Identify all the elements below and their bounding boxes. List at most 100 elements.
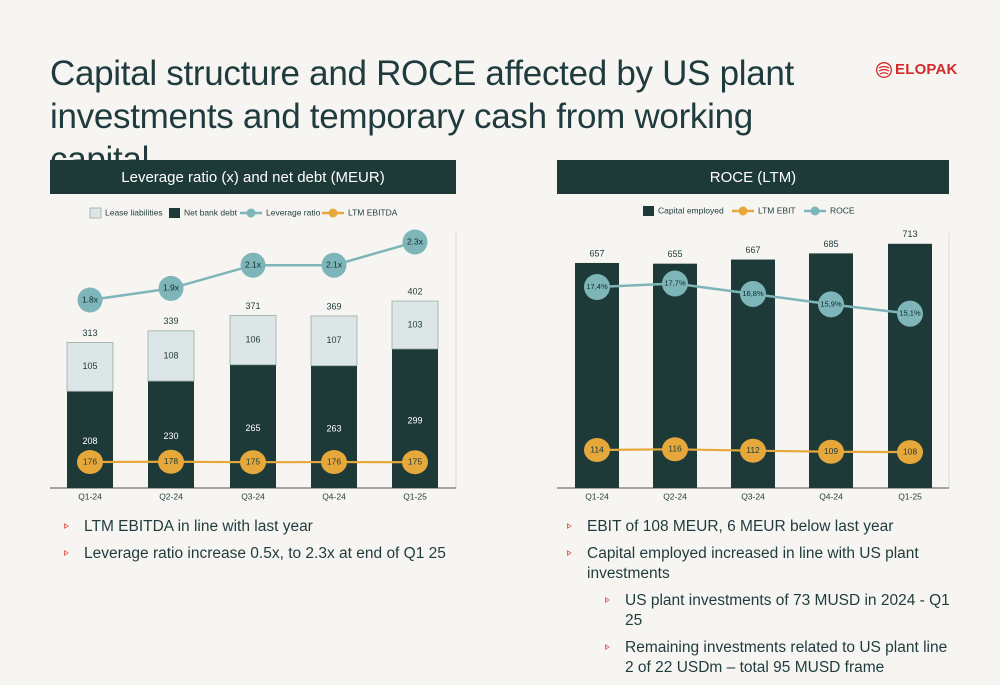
bullet-text: Leverage ratio increase 0.5x, to 2.3x at… (84, 545, 446, 562)
right-bullet-list: EBIT of 108 MEUR, 6 MEUR below last year… (567, 517, 957, 685)
net-debt-value-label: 265 (245, 423, 260, 433)
legend-marker (810, 206, 820, 216)
total-value-label: 369 (326, 301, 341, 311)
ltm-ebitda-marker (158, 449, 184, 474)
capital-employed-label: 713 (902, 229, 917, 239)
x-tick-label: Q1-25 (898, 491, 922, 501)
x-tick-label: Q1-24 (585, 491, 609, 501)
capital-employed-label: 657 (589, 248, 604, 258)
leverage-ratio-marker (321, 252, 347, 278)
x-tick-label: Q1-25 (403, 491, 427, 501)
capital-employed-label: 655 (667, 249, 682, 259)
ltm-ebitda-marker (240, 450, 266, 475)
net-debt-value-label: 230 (163, 431, 178, 441)
x-tick-label: Q4-24 (819, 491, 843, 501)
leverage-ratio-marker (402, 229, 428, 255)
legend-marker (246, 208, 256, 218)
legend-label: Net bank debt (184, 207, 238, 217)
x-tick-label: Q3-24 (741, 491, 765, 501)
bullet-marker-icon (567, 550, 572, 556)
ltm-ebit-label: 112 (746, 445, 760, 455)
bullet-text: LTM EBITDA in line with last year (84, 518, 313, 535)
legend-label: Lease liabilities (105, 207, 163, 217)
leverage-ratio-label: 1.8x (82, 294, 99, 304)
legend-swatch (169, 208, 180, 218)
legend-label: Capital employed (658, 205, 724, 215)
ltm-ebit-label: 114 (590, 444, 604, 454)
page-title: Capital structure and ROCE affected by U… (50, 54, 794, 179)
lease-liabilities-bar (310, 315, 358, 367)
logo-text: ELOPAK (895, 61, 958, 78)
ltm-ebitda-label: 176 (83, 456, 97, 466)
net-debt-value-label: 208 (82, 436, 97, 446)
right-panel-header: ROCE (LTM) (557, 160, 949, 194)
total-value-label: 339 (163, 316, 178, 326)
roce-label: 16,8% (742, 289, 764, 298)
x-tick-label: Q4-24 (322, 491, 346, 501)
legend-label: ROCE (830, 205, 855, 215)
leverage-ratio-label: 2.3x (407, 236, 424, 246)
bullet-item: Leverage ratio increase 0.5x, to 2.3x at… (64, 544, 484, 564)
bullet-item: LTM EBITDA in line with last year (64, 517, 484, 537)
bullet-item: EBIT of 108 MEUR, 6 MEUR below last year (567, 517, 957, 537)
legend-marker (328, 208, 338, 218)
legend-swatch (643, 206, 654, 216)
legend-marker (738, 206, 748, 216)
capital-employed-label: 685 (823, 239, 838, 249)
left-panel-header: Leverage ratio (x) and net debt (MEUR) (50, 160, 456, 194)
lease-liabilities-bar (66, 342, 114, 392)
bullet-item: Capital employed increased in line with … (567, 544, 957, 584)
ltm-ebitda-marker (77, 450, 103, 475)
bullet-text: Remaining investments related to US plan… (625, 639, 948, 676)
leverage-ratio-marker (240, 252, 266, 278)
roce-marker (662, 270, 688, 297)
sub-bullet-item: US plant investments of 73 MUSD in 2024 … (605, 591, 957, 631)
ltm-ebitda-label: 175 (246, 456, 260, 466)
leverage-ratio-label: 2.1x (245, 259, 262, 269)
bullet-marker-icon (64, 550, 69, 556)
bullet-text: EBIT of 108 MEUR, 6 MEUR below last year (587, 518, 894, 535)
leverage-ratio-label: 1.9x (163, 283, 180, 293)
roce-marker (818, 291, 844, 318)
lease-liabilities-bar (147, 330, 195, 382)
total-value-label: 402 (407, 286, 422, 296)
lease-liabilities-bar (391, 300, 439, 350)
lease-value-label: 106 (245, 335, 260, 345)
lease-value-label: 107 (326, 335, 341, 345)
ltm-ebitda-label: 176 (327, 456, 341, 466)
leverage-ratio-marker (158, 275, 184, 301)
leverage-ratio-marker (77, 287, 103, 313)
bullet-text: Capital employed increased in line with … (587, 545, 919, 582)
roce-marker (584, 274, 610, 300)
ltm-ebitda-marker (402, 450, 428, 475)
x-tick-label: Q2-24 (159, 491, 183, 501)
logo-mark-icon (876, 61, 892, 78)
capital-employed-label: 667 (745, 245, 760, 255)
roce-label: 15,1% (899, 309, 921, 318)
ltm-ebit-label: 108 (903, 446, 917, 456)
bullet-marker-icon (605, 644, 610, 650)
ltm-ebitda-label: 175 (408, 456, 422, 466)
lease-liabilities-bar (229, 315, 277, 366)
lease-value-label: 105 (82, 361, 97, 371)
total-value-label: 371 (245, 301, 260, 311)
legend-swatch (89, 207, 102, 219)
ltm-ebit-label: 116 (668, 444, 682, 454)
roce-marker (740, 280, 766, 307)
ltm-ebit-marker (818, 439, 844, 464)
x-tick-label: Q2-24 (663, 491, 687, 501)
net-debt-value-label: 263 (326, 424, 341, 434)
ltm-ebit-marker (740, 438, 766, 463)
ltm-ebitda-label: 178 (164, 456, 178, 466)
bullet-text: US plant investments of 73 MUSD in 2024 … (625, 592, 950, 629)
net-debt-value-label: 299 (407, 416, 422, 426)
lease-value-label: 108 (163, 350, 178, 360)
sub-bullet-item: Remaining investments related to US plan… (605, 638, 957, 678)
x-tick-label: Q1-24 (78, 491, 102, 501)
roce-marker (897, 300, 923, 327)
ltm-ebit-marker (897, 440, 923, 465)
legend-label: LTM EBITDA (348, 207, 398, 217)
leverage-ratio-label: 2.1x (326, 259, 343, 269)
total-value-label: 313 (82, 328, 97, 338)
